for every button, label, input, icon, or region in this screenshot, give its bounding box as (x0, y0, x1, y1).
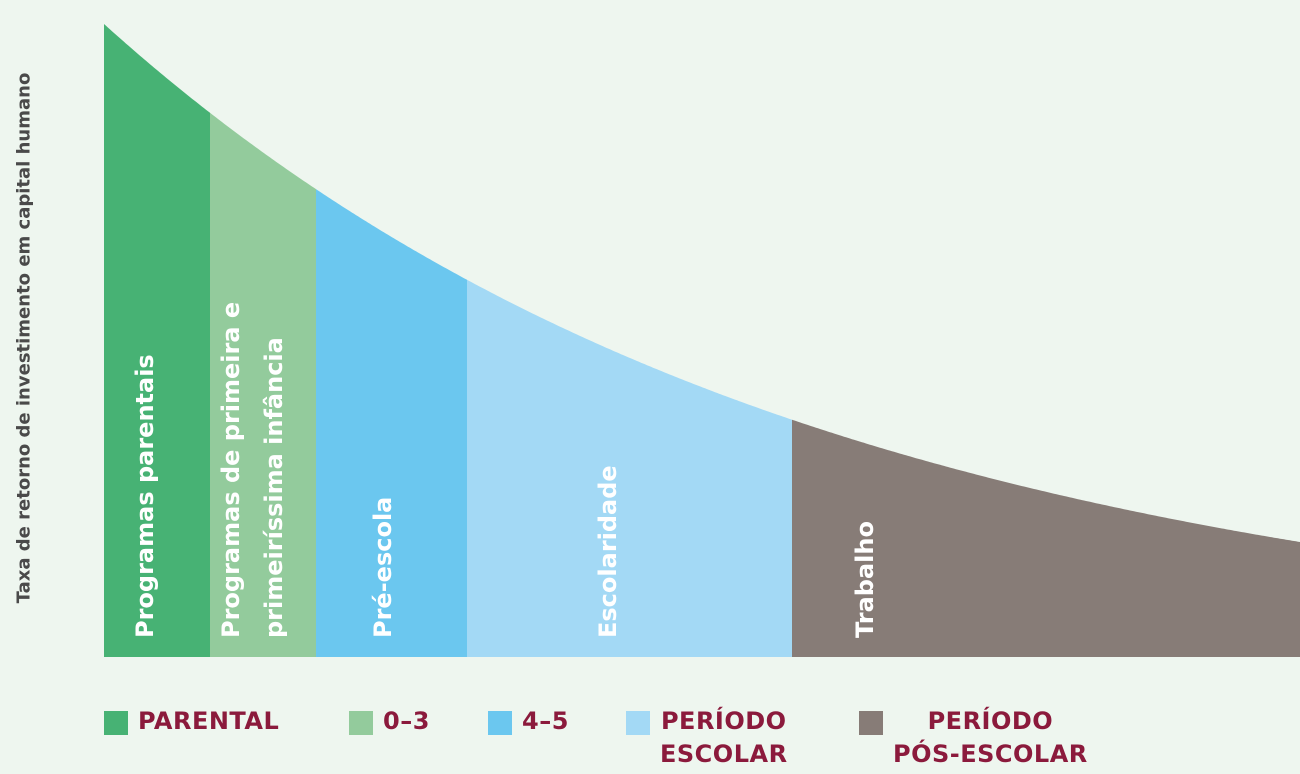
legend-item: PERÍODO PÓS-ESCOLAR (859, 707, 1088, 771)
legend-label: 0–3 (383, 705, 430, 738)
legend-label-line: PERÍODO (927, 707, 1054, 735)
legend-label: 4–5 (522, 705, 569, 738)
legend-label: PARENTAL (138, 705, 279, 738)
area-segment (210, 112, 316, 658)
legend-item: 0–3 (349, 707, 430, 738)
legend-swatch (859, 711, 883, 735)
chart-area: Programas parentais Programas de primeira… (104, 24, 1300, 658)
legend-label-line: 4–5 (522, 707, 569, 735)
legend-swatch (349, 711, 373, 735)
segment-label: primeiríssima infância (260, 337, 288, 638)
legend-swatch (104, 711, 128, 735)
segment-label: Trabalho (851, 521, 879, 638)
legend-swatch (626, 711, 650, 735)
segment-label: Pré-escola (369, 497, 397, 638)
legend-label-line: PARENTAL (138, 707, 280, 735)
legend: PARENTAL 0–3 4–5 PERÍODO ESCOLAR PERÍODO PÓS-E… (104, 707, 1294, 774)
segment-label: Escolaridade (594, 465, 622, 638)
legend-item: 4–5 (488, 707, 569, 738)
segment-label: Programas de primeira e (217, 302, 245, 638)
legend-label: PERÍODO PÓS-ESCOLAR (893, 705, 1088, 771)
segment-label: Programas parentais (131, 354, 159, 638)
legend-label-line: PERÍODO (660, 707, 787, 735)
legend-label: PERÍODO ESCOLAR (660, 705, 788, 771)
legend-item: PARENTAL (104, 707, 279, 738)
legend-label-line: 0–3 (383, 707, 430, 735)
area-segment (104, 24, 210, 657)
area-segment (467, 279, 792, 657)
area-segment (792, 419, 1300, 657)
legend-label-line: ESCOLAR (660, 740, 788, 768)
legend-label-line: PÓS-ESCOLAR (893, 740, 1088, 768)
legend-item: PERÍODO ESCOLAR (626, 707, 788, 771)
area-segment (316, 189, 467, 657)
legend-swatch (488, 711, 512, 735)
